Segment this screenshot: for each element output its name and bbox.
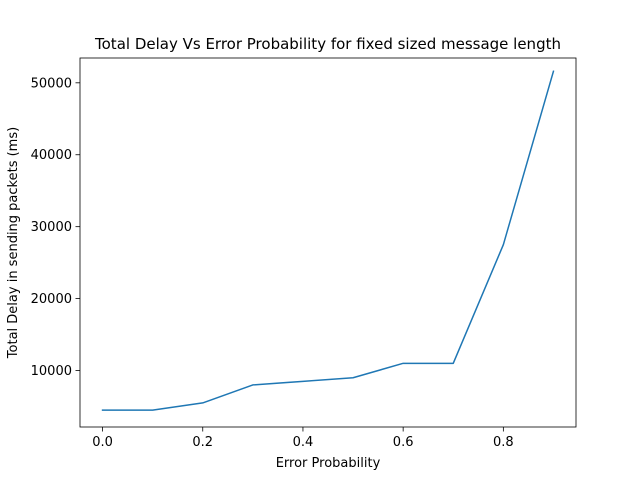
x-tick-label: 0.0	[92, 435, 113, 450]
chart-title: Total Delay Vs Error Probability for fix…	[94, 35, 561, 53]
y-tick-label: 20000	[31, 292, 72, 307]
y-axis-label: Total Delay in sending packets (ms)	[6, 127, 21, 359]
y-tick-label: 30000	[31, 220, 72, 235]
series-layer	[101, 70, 555, 411]
y-tick-label: 10000	[31, 364, 72, 379]
axes-frame	[79, 57, 577, 428]
x-axis-label: Error Probability	[276, 456, 381, 471]
axes-layer: 0.0 0.2 0.4 0.6 0.8 10000 20000 30000 40000 50000	[31, 57, 577, 450]
y-tick-label: 50000	[31, 76, 72, 91]
plot-area	[80, 58, 576, 427]
x-tick-label: 0.2	[192, 435, 213, 450]
series-line-0	[101, 70, 555, 411]
x-tick-label: 0.8	[493, 435, 514, 450]
y-tick-label: 40000	[31, 148, 72, 163]
x-tick-label: 0.4	[293, 435, 314, 450]
x-tick-label: 0.6	[393, 435, 414, 450]
